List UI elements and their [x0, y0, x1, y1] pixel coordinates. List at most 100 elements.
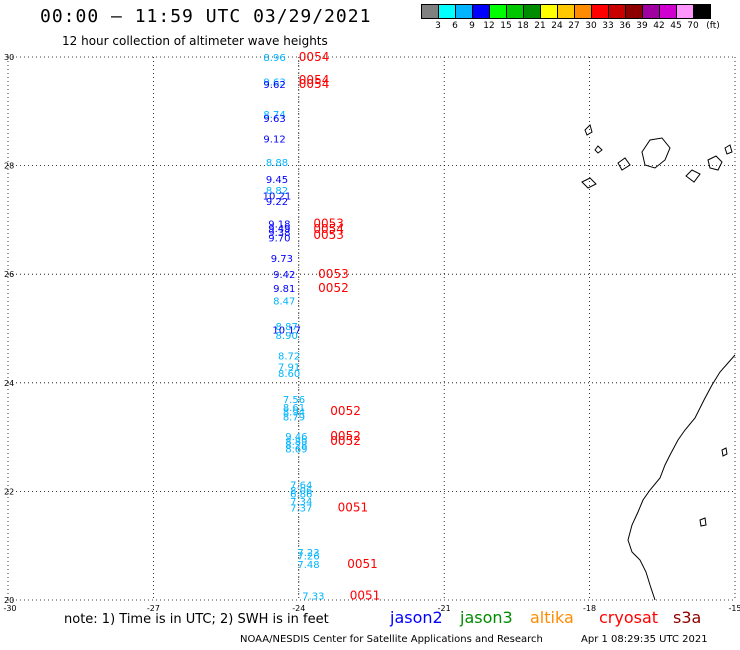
- color-scale-cell: [506, 4, 524, 19]
- pass-time-label: 0053: [318, 267, 349, 281]
- wave-height-label: 8.74: [263, 110, 285, 121]
- wave-height-label: 7.26: [297, 551, 319, 562]
- pass-time-label: 0054: [313, 222, 344, 236]
- color-scale-label: 33: [602, 21, 614, 31]
- color-scale-label: (ft): [706, 21, 720, 31]
- footer-note: note: 1) Time is in UTC; 2) SWH is in fe…: [64, 612, 329, 627]
- color-scale-label: 6: [452, 21, 458, 31]
- wave-height-label: 8.61: [283, 403, 305, 414]
- wave-height-label: 9.18: [268, 220, 290, 231]
- color-scale-cell: [642, 4, 660, 19]
- lat-tick-label: 30: [4, 53, 14, 62]
- wave-height-label: 8.06: [290, 486, 312, 497]
- coastline: [685, 169, 701, 183]
- wave-height-label: 10.17: [272, 326, 301, 337]
- color-scale-label: 18: [517, 21, 529, 31]
- wave-height-label: 9.22: [266, 197, 288, 208]
- wave-height-label: 8.94: [283, 408, 305, 419]
- lat-tick-label: 26: [4, 270, 14, 279]
- pass-time-label: 0051: [350, 589, 381, 603]
- lon-tick-label: -21: [438, 604, 451, 613]
- wave-height-label: 8.88: [266, 158, 288, 169]
- legend-altika: altika: [530, 608, 574, 627]
- color-scale-label: 30: [585, 21, 597, 31]
- page-subtitle: 12 hour collection of altimeter wave hei…: [62, 34, 328, 48]
- wave-height-label: 7.37: [290, 504, 312, 515]
- pass-time-label: 0051: [347, 557, 378, 571]
- color-scale-cell: [421, 4, 439, 19]
- lon-tick-label: -24: [292, 604, 305, 613]
- wave-height-label: 9.70: [268, 233, 290, 244]
- page-title: 00:00 – 11:59 UTC 03/29/2021: [40, 6, 372, 27]
- wave-height-label: 9.45: [266, 175, 288, 186]
- legend-s3a: s3a: [673, 608, 702, 627]
- color-scale-cell: [523, 4, 541, 19]
- color-scale-label: 9: [469, 21, 475, 31]
- wave-height-label: 7.34: [290, 497, 312, 508]
- wave-height-label: 9.63: [263, 77, 285, 88]
- wave-height-label: 6.86: [290, 490, 312, 501]
- coastline: [721, 447, 728, 457]
- pass-time-label: 0052: [330, 429, 361, 443]
- lon-tick-label: -15: [728, 604, 740, 613]
- lon-tick-label: -18: [583, 604, 596, 613]
- pass-time-label: 0054: [299, 50, 330, 64]
- wave-height-label: 9.73: [271, 254, 293, 265]
- generated-timestamp: Apr 1 08:29:35 UTC 2021: [581, 634, 708, 645]
- color-scale-cell: [455, 4, 473, 19]
- lon-tick-label: -30: [3, 604, 16, 613]
- coastline: [581, 177, 597, 189]
- color-scale-label: 42: [653, 21, 665, 31]
- wave-height-label: 8.79: [283, 412, 305, 423]
- wave-height-label: 7.48: [297, 560, 319, 571]
- legend-cryosat: cryosat: [599, 608, 659, 627]
- wave-height-label: 9.46: [285, 432, 307, 443]
- pass-time-label: 0052: [330, 404, 361, 418]
- color-scale-label: 21: [534, 21, 546, 31]
- color-scale-cell: [557, 4, 575, 19]
- color-scale-cell: [676, 4, 694, 19]
- legend-jason3: jason3: [460, 608, 513, 627]
- wave-height-label: 8.87: [276, 322, 298, 333]
- color-scale-cell: [591, 4, 609, 19]
- pass-time-label: 0053: [313, 217, 344, 231]
- coastline: [627, 354, 736, 601]
- color-scale-cell: [659, 4, 677, 19]
- wave-height-label: 8.96: [263, 53, 285, 64]
- coastline: [707, 155, 723, 171]
- lat-tick-label: 28: [4, 162, 14, 171]
- color-scale-cell: [625, 4, 643, 19]
- wave-height-label: 7.33: [302, 592, 324, 603]
- color-scale-cell: [540, 4, 558, 19]
- color-scale-label: 12: [483, 21, 495, 31]
- wave-height-label: 9.38: [268, 228, 290, 239]
- pass-time-label: 0052: [330, 434, 361, 448]
- coastline: [641, 137, 671, 169]
- wave-height-label: 8.82: [266, 186, 288, 197]
- coastline: [724, 144, 733, 155]
- color-scale-cell: [574, 4, 592, 19]
- wave-height-label: 9.81: [273, 284, 295, 295]
- wave-height-label: 9.49: [268, 224, 290, 235]
- color-scale-cell: [693, 4, 711, 19]
- color-scale-cell: [438, 4, 456, 19]
- wave-height-label: 7.91: [278, 363, 300, 374]
- color-scale-legend: [421, 4, 711, 19]
- color-scale-label: 24: [551, 21, 563, 31]
- lat-tick-label: 24: [4, 379, 14, 388]
- wave-height-label: 8.47: [273, 296, 295, 307]
- color-scale-label: 45: [670, 21, 682, 31]
- lat-tick-label: 22: [4, 487, 14, 496]
- wave-height-label: 9.12: [263, 134, 285, 145]
- color-scale-label: 70: [687, 21, 699, 31]
- wave-height-label: 7.64: [290, 480, 312, 491]
- color-scale-label: 39: [636, 21, 648, 31]
- color-scale-labels: 3 6 9 12 15 18 21 24 27 30 33 36 39 42 45 70 (ft): [421, 21, 740, 33]
- wave-height-label: 8.69: [285, 445, 307, 456]
- wave-height-label: 8.72: [278, 352, 300, 363]
- wave-height-label: 7.56: [283, 395, 305, 406]
- wave-height-label: 8.60: [278, 369, 300, 380]
- color-scale-label: 36: [619, 21, 631, 31]
- lon-tick-label: -27: [147, 604, 160, 613]
